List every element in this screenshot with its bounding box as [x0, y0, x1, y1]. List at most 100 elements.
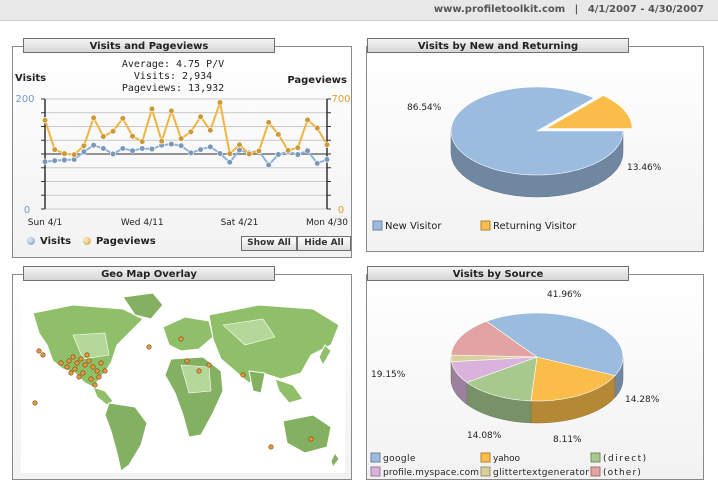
visitor-location-dot[interactable] [80, 370, 86, 376]
map-region-india[interactable] [248, 370, 266, 394]
map-region-new-zealand[interactable] [330, 452, 340, 469]
visits-point[interactable] [207, 143, 214, 150]
visitor-location-dot[interactable] [94, 368, 100, 374]
pageviews-point[interactable] [265, 119, 272, 126]
visits-point[interactable] [314, 160, 321, 167]
pie-slice[interactable] [450, 321, 538, 358]
visitor-location-dot[interactable] [86, 358, 92, 364]
visits-point[interactable] [236, 147, 243, 154]
pageviews-point[interactable] [148, 105, 156, 113]
map-region-russia-region[interactable] [222, 318, 276, 346]
site-name[interactable]: www.profiletoolkit.com [433, 4, 566, 15]
pageviews-point[interactable] [158, 138, 165, 145]
visitor-location-dot[interactable] [92, 382, 98, 388]
visitor-location-dot[interactable] [74, 360, 80, 366]
pie-slice[interactable] [451, 356, 538, 383]
pageviews-point[interactable] [129, 133, 136, 140]
visitor-location-dot[interactable] [308, 436, 314, 442]
pageviews-point[interactable] [246, 150, 253, 158]
visitor-location-dot[interactable] [82, 362, 88, 368]
map-region-greenland[interactable] [122, 292, 164, 320]
pageviews-point[interactable] [109, 128, 117, 135]
visitor-location-dot[interactable] [146, 344, 152, 350]
visits-point[interactable] [109, 150, 117, 158]
pageviews-point[interactable] [178, 135, 185, 142]
visitor-location-dot[interactable] [84, 352, 90, 358]
pageviews-point[interactable] [100, 133, 107, 140]
visitor-location-dot[interactable] [70, 354, 76, 360]
visits-point[interactable] [178, 142, 185, 149]
visits-point[interactable] [226, 159, 233, 166]
pie-slice[interactable] [530, 356, 616, 402]
visitor-location-dot[interactable] [96, 374, 102, 380]
visitor-location-dot[interactable] [240, 372, 246, 378]
pageviews-point[interactable] [294, 144, 301, 151]
pageviews-point[interactable] [236, 141, 243, 148]
pageviews-point[interactable] [61, 150, 68, 157]
visitor-location-dot[interactable] [184, 358, 190, 364]
visitor-location-dot[interactable] [98, 360, 104, 366]
pageviews-point[interactable] [226, 150, 233, 157]
pageviews-point[interactable] [285, 147, 292, 154]
visits-point[interactable] [51, 157, 58, 164]
pageviews-point[interactable] [51, 146, 58, 153]
visits-point[interactable] [139, 145, 146, 152]
visitor-location-dot[interactable] [78, 356, 84, 362]
pageviews-point[interactable] [314, 124, 321, 132]
visits-point[interactable] [168, 140, 175, 148]
visitor-location-dot[interactable] [178, 336, 184, 342]
pie-slice[interactable] [466, 356, 538, 402]
pageviews-point[interactable] [71, 151, 78, 158]
pageviews-point[interactable] [304, 116, 311, 124]
pageviews-point[interactable] [168, 107, 175, 115]
visitor-location-dot[interactable] [90, 364, 96, 370]
pageviews-point[interactable] [139, 138, 146, 145]
map-region-southeast-asia[interactable] [274, 378, 304, 404]
visits-point[interactable] [148, 145, 156, 153]
visits-point[interactable] [265, 161, 272, 169]
visitor-location-dot[interactable] [40, 352, 46, 358]
pie-slice[interactable] [450, 86, 624, 176]
pie-slice[interactable] [544, 95, 633, 129]
visits-point[interactable] [275, 151, 282, 158]
visits-point[interactable] [304, 147, 311, 154]
pageviews-point[interactable] [216, 99, 224, 106]
visitor-location-dot[interactable] [88, 376, 94, 382]
visits-point[interactable] [216, 150, 224, 157]
map-region-japan[interactable] [318, 344, 332, 367]
visits-point[interactable] [100, 145, 107, 152]
visits-point[interactable] [187, 149, 194, 156]
pageviews-point[interactable] [197, 113, 204, 120]
pageviews-point[interactable] [207, 127, 214, 134]
visitor-location-dot[interactable] [58, 360, 64, 366]
show-all-button[interactable]: Show All [241, 236, 297, 251]
visits-point[interactable] [129, 147, 136, 154]
visits-point[interactable] [61, 156, 68, 164]
visits-point[interactable] [90, 142, 97, 149]
visits-point[interactable] [119, 145, 126, 152]
visits-point[interactable] [197, 146, 204, 153]
visitor-location-dot[interactable] [76, 374, 82, 380]
visitor-location-dot[interactable] [66, 358, 72, 364]
pageviews-point[interactable] [275, 131, 282, 138]
world-map[interactable] [13, 275, 353, 481]
pageviews-point[interactable] [41, 117, 49, 124]
visitor-location-dot[interactable] [32, 400, 38, 406]
visitor-location-dot[interactable] [102, 368, 108, 374]
pageviews-point[interactable] [119, 115, 126, 122]
map-region-usa-region[interactable] [72, 332, 110, 360]
pie-slice[interactable] [485, 312, 624, 376]
visitor-location-dot[interactable] [206, 362, 212, 368]
visits-point[interactable] [294, 151, 301, 158]
visitor-location-dot[interactable] [196, 368, 202, 374]
visitor-location-dot[interactable] [68, 370, 74, 376]
map-region-australia[interactable] [282, 414, 332, 454]
visits-point[interactable] [41, 158, 49, 165]
pageviews-point[interactable] [323, 141, 331, 148]
visits-point[interactable] [323, 156, 331, 163]
visits-point[interactable] [80, 148, 87, 155]
pageviews-point[interactable] [255, 147, 263, 155]
visitor-location-dot[interactable] [72, 366, 78, 372]
visitor-location-dot[interactable] [268, 444, 274, 450]
legend-pageviews[interactable]: Pageviews [83, 236, 156, 247]
